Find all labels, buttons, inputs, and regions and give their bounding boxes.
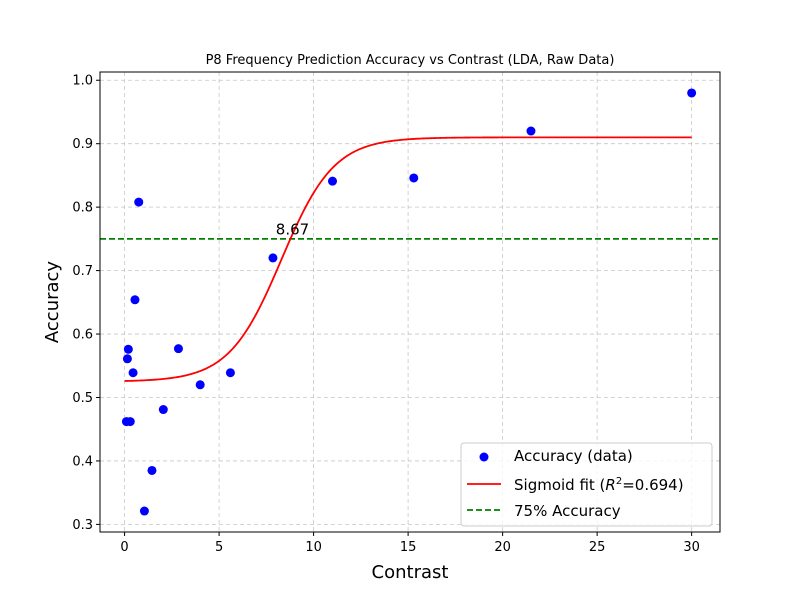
y-tick-label: 0.8 xyxy=(72,201,93,216)
y-tick-label: 0.5 xyxy=(72,391,93,406)
legend-sigmoid-r: R xyxy=(605,476,615,494)
x-tick-label: 30 xyxy=(683,540,700,555)
legend-sigmoid-exponent: 2 xyxy=(616,476,622,487)
y-axis-ticks: 0.3 0.4 0.5 0.6 0.7 0.8 0.9 1.0 xyxy=(72,74,100,533)
legend-box xyxy=(460,442,713,527)
legend-label-threshold: 75% Accuracy xyxy=(514,502,621,520)
x-tick-label: 5 xyxy=(215,540,223,555)
y-tick-label: 1.0 xyxy=(72,74,93,89)
x-tick-label: 0 xyxy=(120,540,128,555)
legend-label-accuracy: Accuracy (data) xyxy=(514,447,633,465)
y-tick-label: 0.7 xyxy=(72,264,93,279)
y-tick-label: 0.4 xyxy=(72,454,93,469)
y-tick-label: 0.6 xyxy=(72,328,93,343)
legend-sigmoid-suffix: =0.694) xyxy=(622,476,683,494)
grid-lines xyxy=(100,72,720,532)
legend-label-sigmoid: Sigmoid fit (R2=0.694) xyxy=(514,476,684,494)
data-point xyxy=(526,126,536,136)
data-point xyxy=(225,368,235,378)
data-point xyxy=(158,405,168,415)
y-axis-label: Accuracy xyxy=(42,261,63,344)
plot-area-frame xyxy=(99,71,721,533)
y-tick-label: 0.3 xyxy=(72,518,93,533)
data-point xyxy=(687,88,697,98)
data-points xyxy=(121,88,697,516)
annotations: 8.67 xyxy=(276,220,309,238)
legend-sigmoid-prefix: Sigmoid fit ( xyxy=(514,476,605,494)
data-point xyxy=(130,295,140,305)
data-point xyxy=(134,197,144,207)
data-point xyxy=(328,176,337,186)
chart-title: P8 Frequency Prediction Accuracy vs Cont… xyxy=(206,53,615,68)
sigmoid-curve-layer xyxy=(124,136,692,382)
x-tick-label: 25 xyxy=(589,540,606,555)
annotation-label: 8.67 xyxy=(276,220,309,238)
x-tick-label: 15 xyxy=(400,540,417,555)
x-axis-ticks: 0 5 10 15 20 25 30 xyxy=(120,532,700,555)
data-point xyxy=(409,173,419,183)
data-point xyxy=(147,465,157,475)
data-point xyxy=(195,380,205,390)
data-point xyxy=(268,253,278,263)
data-point xyxy=(125,417,135,427)
data-point xyxy=(173,344,183,354)
x-axis-label: Contrast xyxy=(372,562,449,583)
data-point xyxy=(123,344,133,354)
x-tick-label: 10 xyxy=(305,540,322,555)
x-tick-label: 20 xyxy=(494,540,511,555)
data-point xyxy=(139,506,149,516)
sigmoid-fit-curve xyxy=(124,136,692,382)
legend-marker-scatter xyxy=(479,452,489,462)
y-tick-label: 0.9 xyxy=(72,137,93,152)
data-point xyxy=(128,368,138,378)
data-point xyxy=(122,354,132,364)
legend: Accuracy (data) Sigmoid fit (R2=0.694) 7… xyxy=(460,442,713,527)
